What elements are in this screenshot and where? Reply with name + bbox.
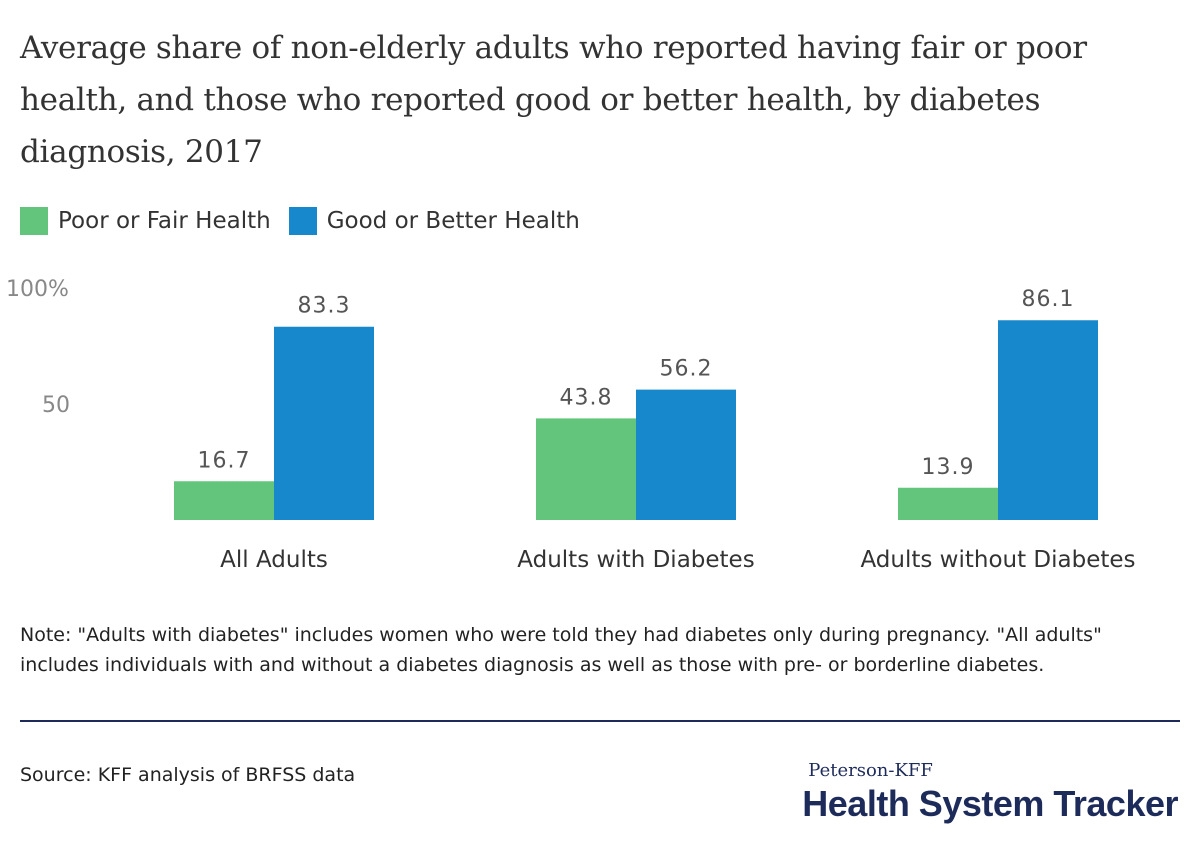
bar-chart: 100% 50 16.7 83.3 All Adults 43.8 56.2 Adults w…	[6, 277, 1136, 573]
legend-label-poor-fair: Poor or Fair Health	[58, 208, 271, 234]
data-label-2-0: 13.9	[922, 455, 975, 480]
legend: Poor or Fair Health Good or Better Healt…	[20, 207, 598, 235]
bar-1-0	[536, 418, 636, 520]
data-label-0-1: 83.3	[298, 294, 351, 319]
data-label-1-1: 56.2	[660, 357, 713, 382]
data-label-0-0: 16.7	[198, 448, 251, 473]
legend-label-good-better: Good or Better Health	[326, 208, 580, 234]
legend-swatch-poor-fair	[20, 207, 48, 235]
chart-title: Average share of non-elderly adults who …	[20, 30, 1087, 170]
data-label-2-1: 86.1	[1022, 287, 1075, 312]
brand-logo: Peterson-KFF Health System Tracker	[802, 760, 1178, 826]
category-label-2: Adults without Diabetes	[860, 547, 1135, 573]
source-text: Source: KFF analysis of BRFSS data	[20, 764, 356, 786]
bar-0-0	[174, 481, 274, 520]
bar-1-1	[636, 389, 736, 520]
bar-2-1	[998, 320, 1098, 520]
legend-item-good-better: Good or Better Health	[288, 207, 580, 235]
bar-2-0	[898, 487, 998, 520]
category-label-0: All Adults	[220, 547, 328, 573]
chart-note: Note: "Adults with diabetes" includes wo…	[20, 624, 1102, 676]
legend-item-poor-fair: Poor or Fair Health	[20, 207, 271, 235]
legend-swatch-good-better	[288, 207, 317, 235]
brand-logo-main: Health System Tracker	[802, 783, 1178, 824]
data-label-1-0: 43.8	[560, 385, 613, 410]
y-tick-label-0: 100%	[6, 277, 69, 302]
category-label-1: Adults with Diabetes	[517, 547, 754, 573]
y-tick-label-1: 50	[42, 393, 70, 418]
bar-0-1	[274, 326, 374, 520]
brand-logo-top: Peterson-KFF	[808, 760, 933, 781]
divider	[20, 720, 1180, 722]
